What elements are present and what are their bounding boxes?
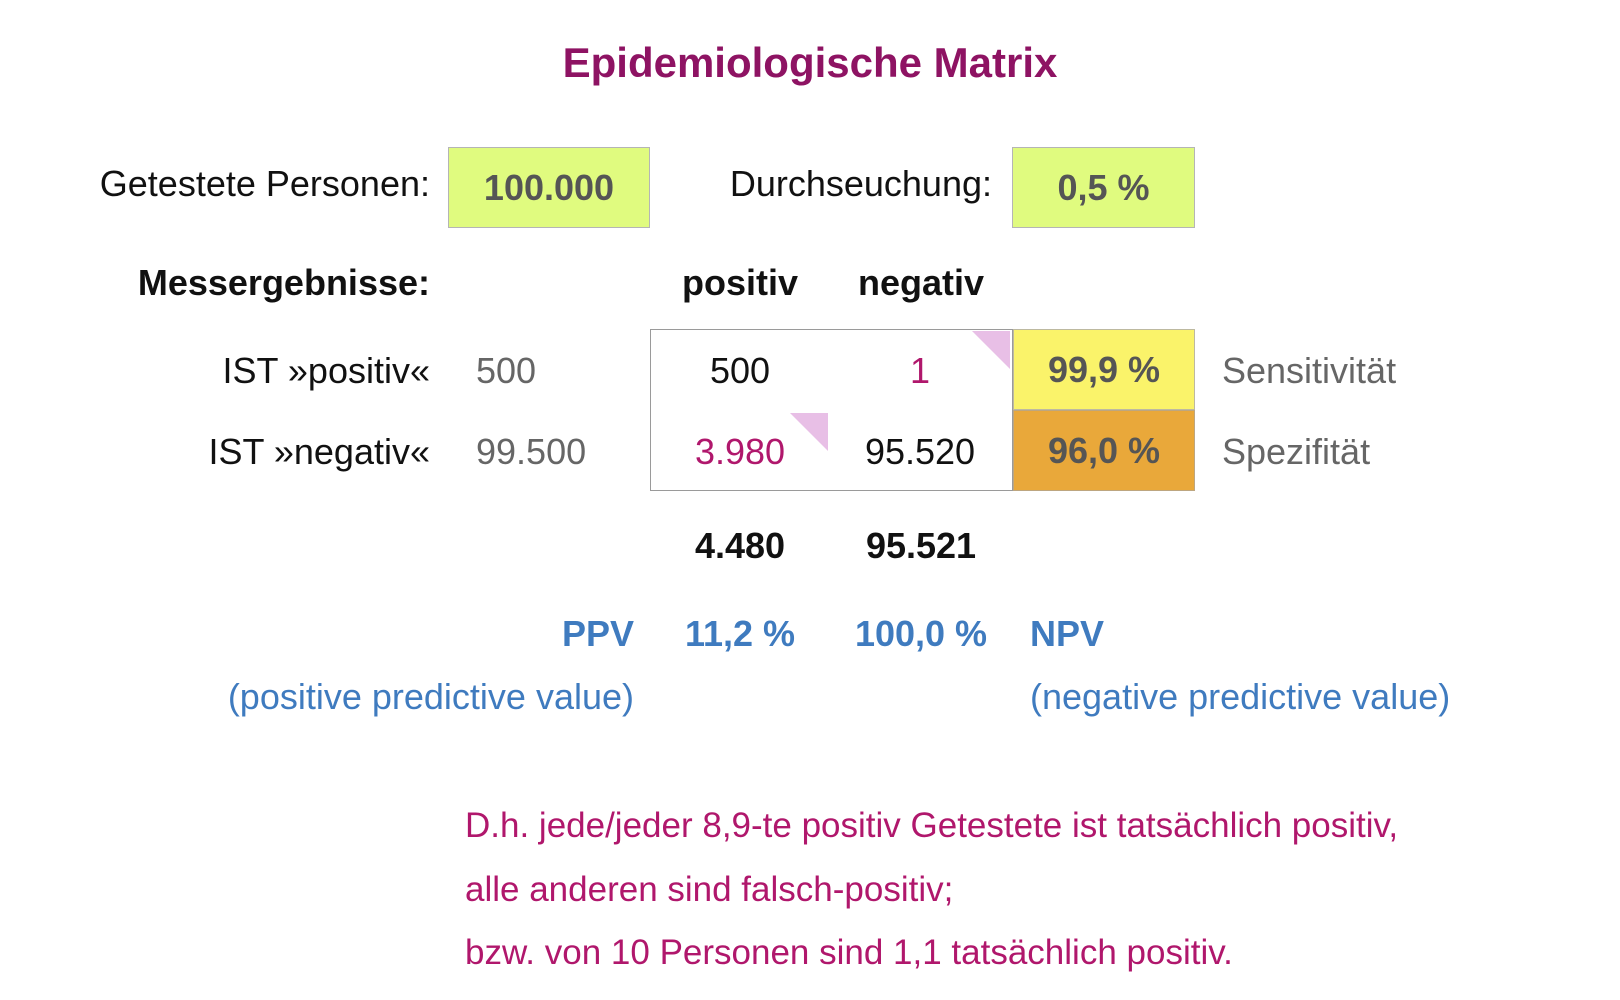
sum-positive: 4.480: [694, 525, 786, 566]
note-line-3: bzw. von 10 Personen sind 1,1 tatsächlic…: [465, 933, 1233, 972]
npv-label: NPV: [1030, 613, 1105, 654]
comment-marker-icon[interactable]: [972, 331, 1010, 369]
cell-false-positive[interactable]: 3.980: [694, 431, 786, 472]
tested-persons-value: 100.000: [483, 166, 615, 208]
row-label-actual-positive: IST »positiv«: [222, 350, 430, 391]
note-line-1: D.h. jede/jeder 8,9-te positiv Getestete…: [465, 806, 1399, 845]
specificity-label: Spezifität: [1222, 431, 1371, 472]
row-total-actual-positive: 500: [476, 350, 537, 391]
measurement-results-heading: Messergebnisse:: [137, 262, 430, 303]
page-title: Epidemiologische Matrix: [562, 39, 1058, 86]
ppv-label: PPV: [561, 613, 634, 654]
cell-false-negative[interactable]: 1: [909, 350, 931, 391]
sensitivity-value: 99,9 %: [1047, 348, 1161, 390]
prevalence-label: Durchseuchung:: [729, 163, 992, 204]
sum-negative: 95.521: [865, 525, 977, 566]
sensitivity-label: Sensitivität: [1222, 350, 1397, 391]
cell-true-positive[interactable]: 500: [709, 350, 771, 391]
prevalence-input[interactable]: 0,5 %: [1012, 147, 1195, 228]
sensitivity-cell[interactable]: 99,9 %: [1013, 329, 1195, 410]
tested-persons-input[interactable]: 100.000: [448, 147, 650, 228]
npv-description: (negative predictive value): [1030, 676, 1451, 717]
comment-marker-icon[interactable]: [790, 413, 828, 451]
note-line-2: alle anderen sind falsch-positiv;: [465, 870, 954, 909]
tested-persons-label: Getestete Personen:: [99, 163, 430, 204]
ppv-description: (positive predictive value): [227, 676, 634, 717]
ppv-value: 11,2 %: [684, 613, 796, 654]
specificity-cell[interactable]: 96,0 %: [1013, 410, 1195, 491]
column-header-positive: positiv: [681, 262, 798, 303]
npv-value: 100,0 %: [854, 613, 988, 654]
prevalence-value: 0,5 %: [1057, 166, 1150, 208]
row-total-actual-negative: 99.500: [476, 431, 587, 472]
cell-true-negative[interactable]: 95.520: [864, 431, 976, 472]
specificity-value: 96,0 %: [1047, 429, 1161, 471]
row-label-actual-negative: IST »negativ«: [208, 431, 430, 472]
column-header-negative: negativ: [857, 262, 985, 303]
confusion-matrix-frame: [650, 329, 1013, 491]
